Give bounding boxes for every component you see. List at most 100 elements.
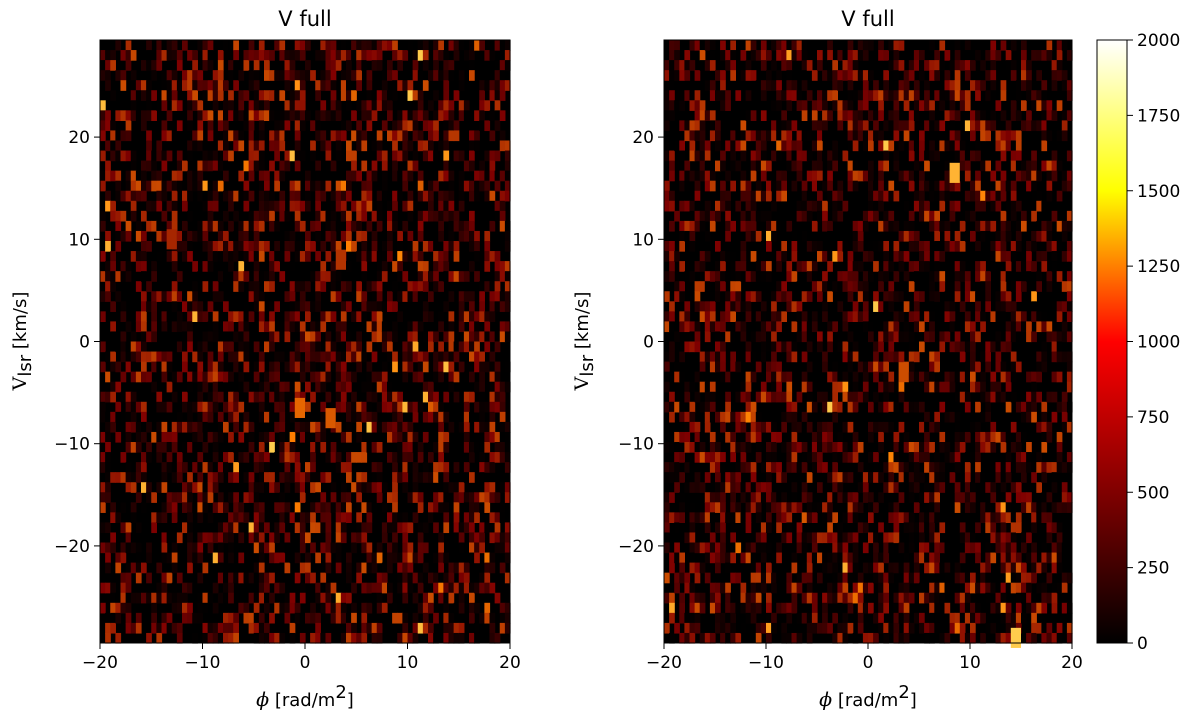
- heatmap-cell: [469, 411, 475, 423]
- heatmap-cell: [847, 271, 854, 282]
- heatmap-cell: [474, 492, 480, 503]
- heatmap-cell: [346, 180, 352, 192]
- heatmap-cell: [786, 632, 793, 644]
- heatmap-cell: [791, 502, 798, 513]
- heatmap-cell: [310, 612, 316, 624]
- heatmap-cell: [862, 50, 869, 61]
- heatmap-cell: [873, 210, 879, 222]
- heatmap-cell: [817, 100, 823, 111]
- heatmap-cell: [305, 482, 311, 493]
- heatmap-cell: [279, 391, 286, 403]
- heatmap-cell: [929, 421, 935, 433]
- heatmap-cell: [771, 492, 777, 503]
- heatmap-cell: [433, 50, 439, 61]
- heatmap-cell: [171, 130, 178, 142]
- heatmap-cell: [171, 421, 178, 433]
- heatmap-cell: [381, 532, 388, 544]
- heatmap-cell: [356, 502, 362, 513]
- heatmap-cell: [720, 160, 726, 172]
- heatmap-cell: [294, 50, 301, 61]
- heatmap-cell: [258, 311, 265, 322]
- heatmap-cell: [233, 70, 239, 81]
- heatmap-cell: [125, 492, 132, 503]
- heatmap-cell: [100, 220, 106, 232]
- heatmap-cell: [806, 341, 813, 353]
- heatmap-cell: [325, 180, 332, 192]
- heatmap-cell: [258, 271, 265, 282]
- heatmap-cell: [458, 110, 465, 121]
- heatmap-cell: [504, 331, 511, 343]
- heatmap-cell: [161, 291, 168, 302]
- heatmap-cell: [315, 261, 321, 272]
- heatmap-cell: [141, 210, 147, 222]
- heatmap-cell: [202, 411, 209, 423]
- heatmap-cell: [299, 100, 306, 111]
- heatmap-cell: [340, 301, 347, 312]
- heatmap-cell: [970, 632, 976, 644]
- heatmap-cell: [801, 291, 808, 302]
- heatmap-cell: [376, 261, 383, 272]
- heatmap-cell: [908, 170, 915, 182]
- heatmap-cell: [699, 602, 706, 614]
- heatmap-cell: [975, 180, 981, 192]
- heatmap-cell: [422, 140, 429, 152]
- heatmap-cell: [197, 452, 204, 463]
- heatmap-cell: [100, 110, 106, 121]
- heatmap-cell: [330, 361, 337, 373]
- heatmap-cell: [335, 351, 342, 363]
- heatmap-cell: [750, 472, 757, 483]
- heatmap-cell: [197, 110, 204, 121]
- heatmap-cell: [110, 421, 116, 433]
- heatmap-cell: [664, 271, 670, 282]
- heatmap-cell: [504, 612, 511, 624]
- heatmap-cell: [100, 100, 106, 111]
- heatmap-cell: [125, 60, 132, 71]
- heatmap-cell: [443, 50, 450, 61]
- heatmap-cell: [771, 60, 777, 71]
- heatmap-cell: [166, 90, 173, 101]
- heatmap-cell: [243, 411, 250, 423]
- heatmap-cell: [141, 241, 147, 252]
- heatmap-cell: [320, 130, 327, 142]
- heatmap-cell: [166, 572, 173, 584]
- heatmap-cell: [479, 472, 485, 483]
- heatmap-cell: [842, 110, 849, 121]
- heatmap-cell: [387, 60, 393, 71]
- heatmap-cell: [412, 351, 419, 363]
- heatmap-cell: [146, 50, 152, 61]
- heatmap-cell: [694, 110, 701, 121]
- heatmap-cell: [822, 612, 828, 624]
- heatmap-cell: [217, 241, 224, 252]
- heatmap-cell: [469, 632, 475, 644]
- heatmap-cell: [494, 331, 501, 343]
- heatmap-cell: [939, 140, 946, 152]
- heatmap-cell: [827, 401, 833, 413]
- heatmap-cell: [694, 321, 701, 333]
- heatmap-cell: [166, 130, 173, 142]
- heatmap-cell: [274, 150, 280, 162]
- heatmap-cell: [258, 612, 265, 624]
- heatmap-cell: [750, 401, 757, 413]
- heatmap-cell: [949, 140, 956, 152]
- heatmap-cell: [484, 331, 491, 343]
- heatmap-cell: [776, 220, 782, 232]
- heatmap-cell: [299, 70, 306, 81]
- heatmap-cell: [269, 190, 275, 202]
- heatmap-cell: [842, 572, 849, 584]
- y-tick-label: 20: [68, 128, 90, 148]
- heatmap-cell: [294, 421, 301, 433]
- heatmap-cell: [315, 371, 321, 383]
- heatmap-cell: [279, 401, 286, 413]
- heatmap-cell: [294, 502, 301, 513]
- heatmap-cell: [796, 612, 803, 624]
- heatmap-cell: [499, 421, 506, 433]
- heatmap-cell: [269, 351, 275, 363]
- heatmap-cell: [689, 361, 696, 373]
- heatmap-cell: [305, 562, 311, 574]
- heatmap-cell: [964, 210, 971, 222]
- heatmap-cell: [161, 502, 168, 513]
- heatmap-cell: [857, 411, 864, 423]
- heatmap-cell: [750, 200, 757, 212]
- heatmap-cell: [725, 251, 731, 262]
- heatmap-cell: [679, 512, 685, 523]
